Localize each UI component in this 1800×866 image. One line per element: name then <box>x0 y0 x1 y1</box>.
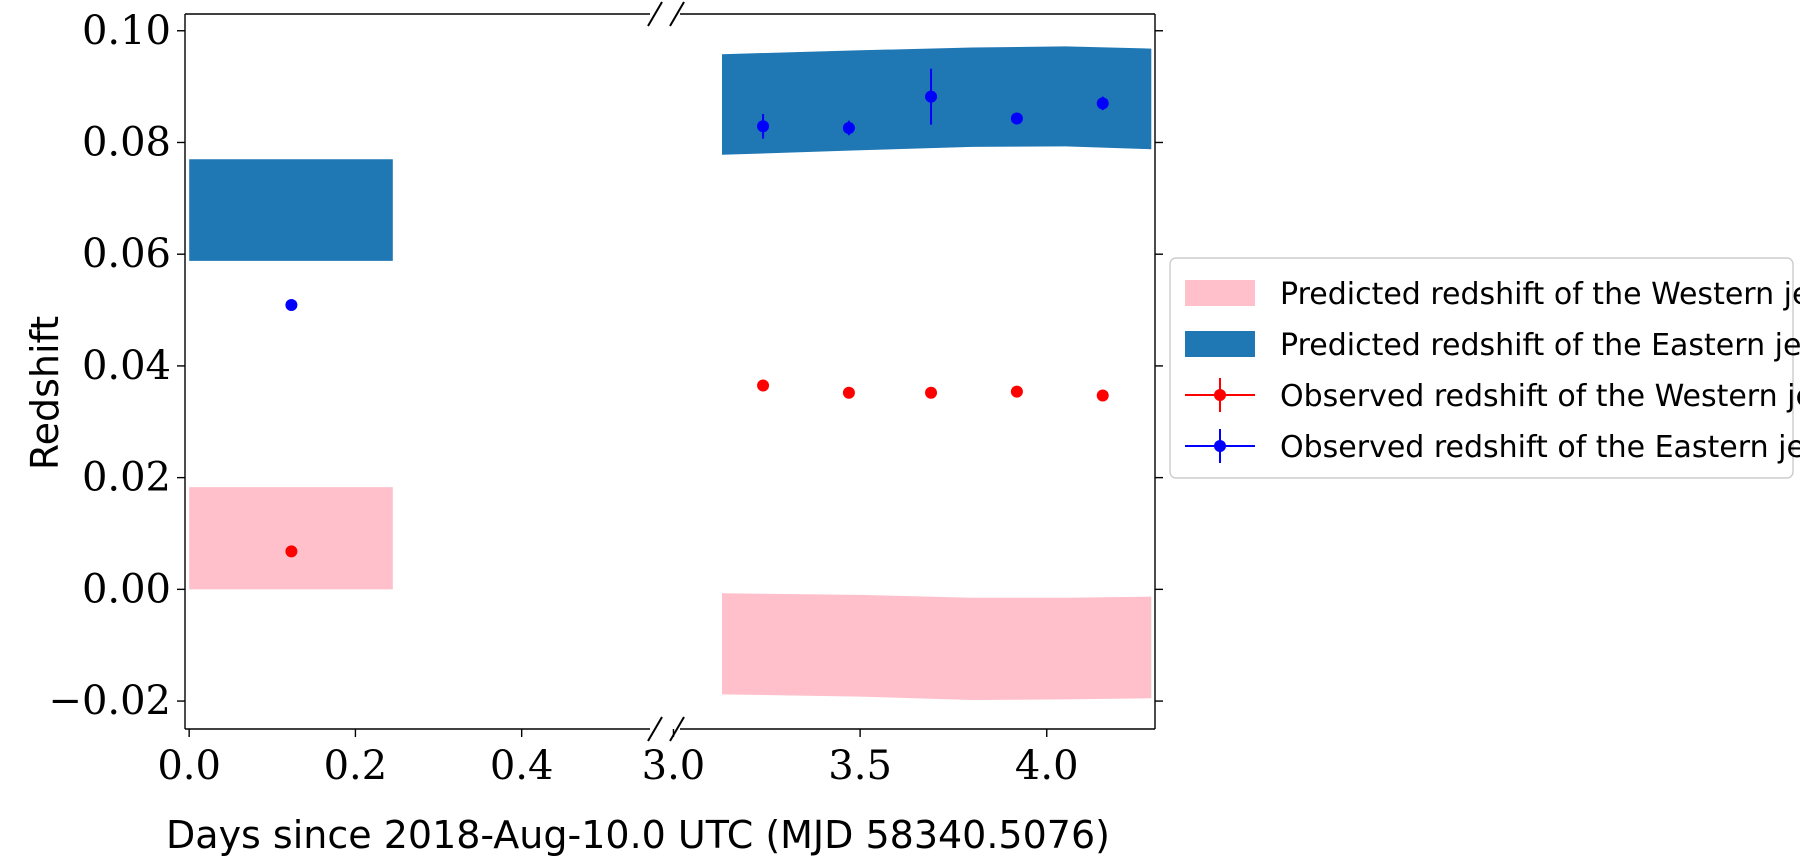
point-eastern-5 <box>1096 97 1109 110</box>
legend-swatch-marker <box>1214 440 1226 452</box>
y-tick-label: 0.02 <box>82 455 171 501</box>
point-western-3 <box>925 386 938 399</box>
point-eastern-2 <box>842 121 855 134</box>
point-western-5 <box>1096 389 1109 402</box>
break-mark <box>647 1 663 27</box>
legend-box <box>1169 257 1794 479</box>
point-western-4 <box>1010 385 1023 398</box>
legend: Predicted redshift of the Western jet Pre… <box>1169 257 1800 479</box>
legend-label: Observed redshift of the Western jet <box>1280 379 1800 414</box>
x-tick-label: 0.4 <box>490 743 554 789</box>
plot-frame <box>184 13 1156 730</box>
band-western-0 <box>189 487 393 590</box>
point-eastern-4 <box>1010 112 1023 125</box>
point-western-1 <box>757 379 770 392</box>
y-tick-label: 0.08 <box>82 119 171 165</box>
legend-swatch-band <box>1185 280 1255 306</box>
point-western-0 <box>285 545 298 558</box>
y-tick-label: 0.06 <box>82 231 171 277</box>
axis-break-marks <box>647 1 685 742</box>
band-eastern-0 <box>189 159 393 261</box>
y-tick-label: 0.04 <box>82 343 171 389</box>
x-tick-label: 3.5 <box>828 743 892 789</box>
x-axis-label: Days since 2018-Aug-10.0 UTC (MJD 58340.… <box>166 813 1110 857</box>
prediction-bands <box>189 46 1152 700</box>
legend-swatch-marker <box>1214 389 1226 401</box>
axis-ticks: −0.02 0.00 0.02 0.04 0.06 0.08 0.10 0.0 0.2 0.4 3.… <box>48 8 1163 789</box>
legend-label: Predicted redshift of the Eastern jet <box>1280 328 1800 363</box>
x-tick-label: 4.0 <box>1015 743 1079 789</box>
band-western-1 <box>722 593 1152 700</box>
point-eastern-3 <box>925 90 938 103</box>
y-tick-label: −0.02 <box>48 678 171 724</box>
x-tick-label: 0.0 <box>157 743 221 789</box>
y-tick-label: 0.00 <box>82 566 171 612</box>
observed-points <box>285 68 1109 558</box>
legend-label: Predicted redshift of the Western jet <box>1280 277 1800 312</box>
y-tick-label: 0.10 <box>82 8 171 54</box>
break-mark <box>647 716 663 742</box>
break-mark <box>669 1 685 27</box>
x-tick-label: 3.0 <box>642 743 706 789</box>
x-tick-label: 0.2 <box>324 743 388 789</box>
y-axis-label: Redshift <box>23 316 67 470</box>
break-mark <box>669 716 685 742</box>
point-eastern-1 <box>757 120 770 133</box>
legend-swatch-band <box>1185 331 1255 357</box>
legend-label: Observed redshift of the Eastern jet <box>1280 430 1800 465</box>
band-eastern-1 <box>722 46 1152 155</box>
point-western-2 <box>842 386 855 399</box>
point-eastern-0 <box>285 299 298 312</box>
